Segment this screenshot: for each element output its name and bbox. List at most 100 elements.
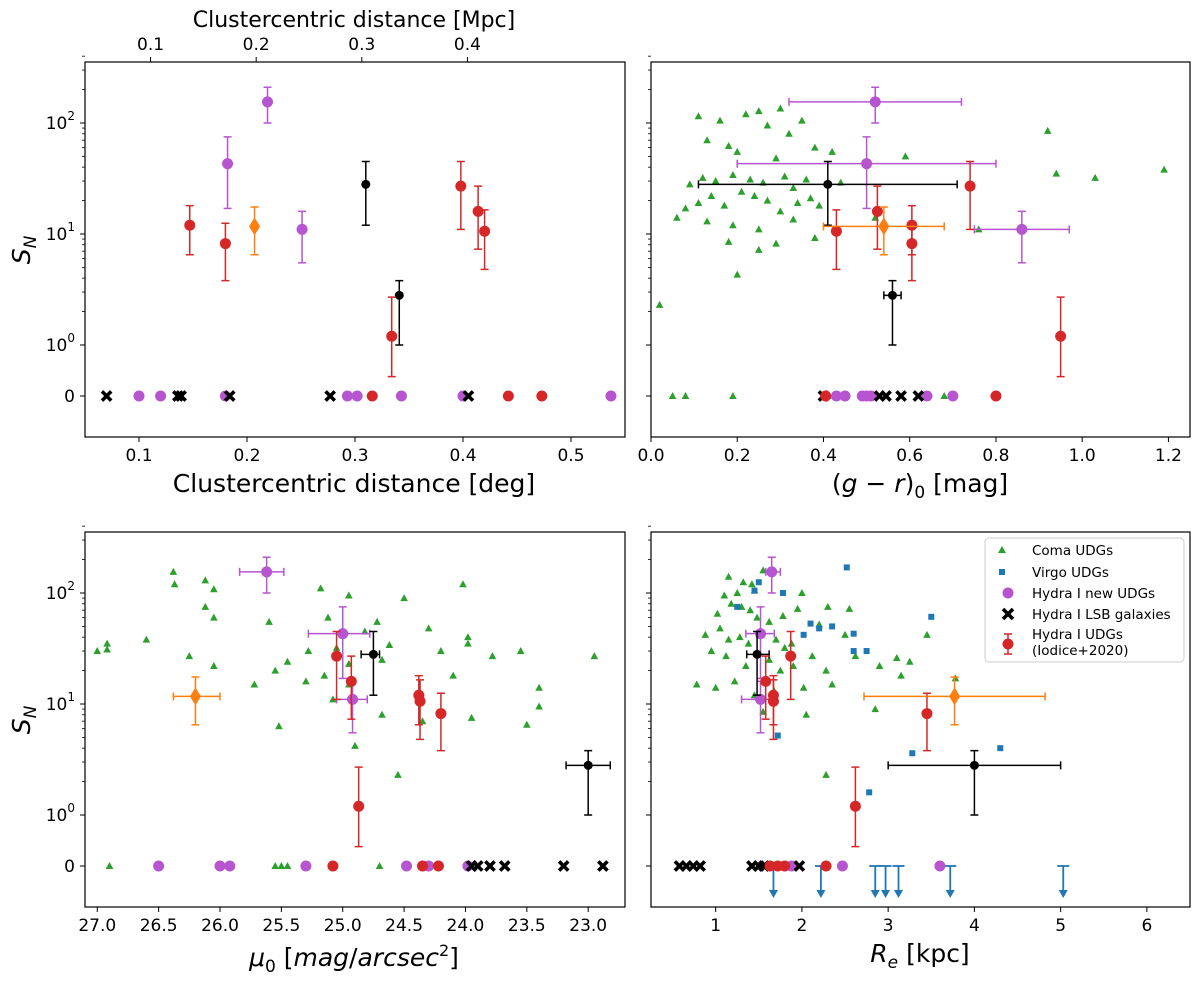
hydra-new-marker	[830, 390, 842, 402]
lsb-x-point	[895, 390, 907, 402]
virgo-marker	[734, 603, 741, 610]
coma-marker	[793, 199, 802, 207]
coma-point	[373, 617, 381, 625]
hydra-new-marker	[921, 390, 933, 402]
coma-marker	[701, 630, 710, 638]
iodice-point	[767, 679, 779, 741]
coma-point	[951, 674, 960, 682]
coma-point	[385, 641, 394, 649]
iodice-point	[414, 679, 426, 741]
coma-marker	[823, 602, 832, 610]
coma-point	[361, 627, 369, 635]
hydra-new-marker	[401, 860, 413, 872]
hydra-new-marker	[755, 693, 767, 705]
coma-marker	[361, 627, 369, 635]
coma-point	[707, 191, 716, 199]
coma-marker	[103, 645, 111, 653]
y-tick: 102	[46, 109, 75, 134]
coma-marker	[724, 572, 733, 580]
limit-arrowhead	[1058, 890, 1068, 898]
iodice-marker	[455, 180, 467, 192]
coma-point	[516, 647, 525, 655]
coma-marker	[464, 633, 472, 641]
coma-point	[823, 602, 832, 610]
virgo-arrow-point	[869, 865, 882, 898]
x-tick: 24.5	[385, 916, 423, 936]
coma-point	[210, 585, 218, 593]
coma-point	[748, 580, 756, 588]
coma-point	[802, 710, 811, 718]
panel-bottom-left: 27.0 26.5 26.0 25.5 25.0 24.5 24.0 23.5 23.0 0 100…	[46, 525, 626, 936]
hydra-new-marker	[351, 390, 363, 402]
virgo-point	[807, 620, 814, 627]
panel-top-left: 0.1 0.2 0.3 0.4 0.5 0.1 0.2 0.3 0.4 0 100 101 102	[46, 35, 626, 466]
coma-marker	[437, 647, 445, 655]
lsb-cross-b	[175, 390, 187, 402]
lsb-cross-b	[484, 860, 496, 872]
iodice-marker	[366, 390, 378, 402]
coma-point	[798, 589, 806, 596]
iodice-marker	[990, 390, 1002, 402]
coma-point	[710, 525, 718, 532]
coma-marker	[710, 525, 718, 532]
coma-point	[742, 661, 750, 669]
coma-marker	[787, 639, 796, 647]
coma-point	[763, 196, 772, 204]
lsb-cross-b	[912, 390, 925, 402]
coma-marker	[378, 655, 386, 663]
x-tick-label: 24.5	[385, 916, 423, 936]
coma-marker	[324, 613, 332, 621]
hydra-new-marker	[300, 860, 312, 872]
x-tick: 0.2	[233, 446, 260, 466]
y-tick-label: 0	[64, 857, 75, 877]
lsb-cross-b	[100, 390, 113, 402]
coma-point	[283, 862, 292, 869]
virgo-point	[800, 631, 807, 638]
lsb-cross-b	[895, 390, 907, 402]
coma-marker	[516, 647, 525, 655]
coma-point	[742, 110, 750, 118]
virgo-marker	[928, 613, 935, 620]
coma-point	[724, 237, 733, 245]
coma-point	[1091, 173, 1099, 181]
lsb-x-point	[694, 860, 707, 872]
coma-marker	[720, 591, 729, 599]
hydra-new-point	[830, 390, 842, 402]
coma-point	[815, 201, 823, 209]
coma-point	[300, 525, 308, 532]
lsb-cross-b	[793, 860, 806, 872]
hydra-new-point	[395, 390, 407, 402]
coma-point	[694, 112, 703, 120]
coma-point	[449, 671, 457, 679]
hydra-new-point	[865, 390, 877, 402]
x-tick: 0.8	[982, 446, 1009, 466]
x-tick-label: 1.0	[1069, 446, 1096, 466]
iodice-marker	[479, 225, 491, 237]
virgo-point	[734, 603, 741, 610]
coma-marker	[265, 617, 273, 625]
coma-marker	[841, 630, 849, 638]
coma-marker	[753, 613, 761, 621]
coma-marker	[722, 652, 730, 660]
iodice-point	[366, 390, 378, 402]
coma-point	[776, 104, 785, 112]
coma-marker	[779, 612, 787, 620]
coma-point	[772, 635, 780, 643]
coma-point	[739, 578, 748, 586]
coma-point	[271, 862, 280, 869]
xlabel-bottom-left: μ0 [mag/arcsec2]	[248, 941, 459, 977]
hydra-new-point	[839, 390, 851, 402]
x-tick-label: 0.6	[896, 446, 923, 466]
hydra-new-point	[836, 860, 848, 872]
coma-point	[755, 107, 763, 115]
hydra-new-point	[736, 136, 997, 210]
coma-point	[722, 652, 730, 660]
hydra-new-point	[351, 390, 363, 402]
iodice-marker	[964, 180, 976, 192]
x-tick-label: 1	[710, 916, 721, 936]
lsb-cross-b	[597, 860, 609, 872]
x-tick: 1	[710, 916, 721, 936]
lsb-x-point	[484, 860, 496, 872]
iodice-point	[779, 860, 791, 872]
iodice-point	[1055, 296, 1067, 378]
